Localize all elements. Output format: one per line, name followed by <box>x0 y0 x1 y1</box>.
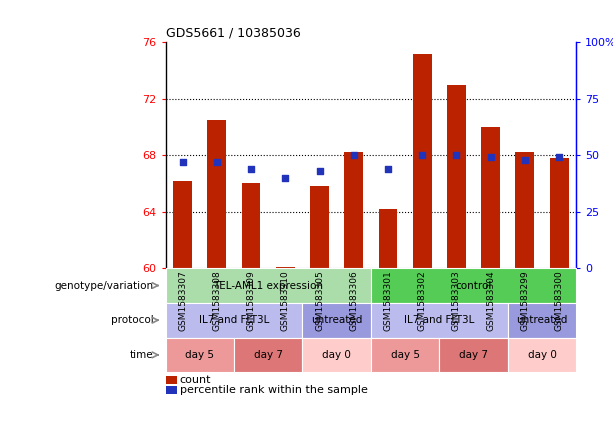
Point <box>246 165 256 172</box>
Point <box>212 159 222 165</box>
Bar <box>542 268 576 334</box>
Bar <box>371 268 576 303</box>
Point <box>280 174 290 181</box>
Text: GSM1583305: GSM1583305 <box>315 271 324 331</box>
Bar <box>166 268 200 334</box>
Bar <box>345 152 363 268</box>
Text: GSM1583303: GSM1583303 <box>452 271 461 331</box>
Bar <box>207 120 226 268</box>
Bar <box>276 267 295 268</box>
Text: GSM1583306: GSM1583306 <box>349 271 358 331</box>
Text: GSM1583310: GSM1583310 <box>281 271 290 331</box>
Text: percentile rank within the sample: percentile rank within the sample <box>180 385 367 395</box>
Text: day 7: day 7 <box>459 350 488 360</box>
Bar <box>440 338 508 372</box>
Text: count: count <box>180 375 211 385</box>
Bar <box>302 303 371 338</box>
Bar <box>481 127 500 268</box>
Bar <box>302 268 337 334</box>
Text: day 0: day 0 <box>528 350 557 360</box>
Text: time: time <box>129 350 153 360</box>
Text: TEL-AML1 expression: TEL-AML1 expression <box>213 280 323 291</box>
Bar <box>550 158 568 268</box>
Bar <box>166 386 177 394</box>
Bar <box>310 186 329 268</box>
Text: GSM1583299: GSM1583299 <box>520 271 530 331</box>
Bar <box>173 181 192 268</box>
Text: day 0: day 0 <box>322 350 351 360</box>
Bar <box>166 303 302 338</box>
Text: IL7 and FLT3L: IL7 and FLT3L <box>404 315 474 325</box>
Text: IL7 and FLT3L: IL7 and FLT3L <box>199 315 269 325</box>
Text: protocol: protocol <box>110 315 153 325</box>
Bar <box>508 268 542 334</box>
Bar <box>268 268 302 334</box>
Text: day 5: day 5 <box>185 350 214 360</box>
Bar <box>440 268 473 334</box>
Text: untreated: untreated <box>311 315 362 325</box>
Point <box>452 152 462 159</box>
Bar <box>516 152 535 268</box>
Text: untreated: untreated <box>516 315 568 325</box>
Bar <box>302 338 371 372</box>
Point <box>554 154 564 161</box>
Bar <box>337 268 371 334</box>
Point <box>349 152 359 159</box>
Bar <box>371 268 405 334</box>
Bar <box>508 303 576 338</box>
Point <box>314 168 324 174</box>
Text: GSM1583301: GSM1583301 <box>384 271 392 331</box>
Bar <box>371 338 440 372</box>
Bar <box>473 268 508 334</box>
Bar <box>234 268 268 334</box>
Bar <box>379 209 397 268</box>
Point <box>383 165 393 172</box>
Text: day 5: day 5 <box>390 350 419 360</box>
Text: GDS5661 / 10385036: GDS5661 / 10385036 <box>166 27 300 40</box>
Bar <box>371 303 508 338</box>
Text: GSM1583307: GSM1583307 <box>178 271 187 331</box>
Bar <box>413 54 432 268</box>
Bar <box>242 184 261 268</box>
Text: day 7: day 7 <box>254 350 283 360</box>
Point <box>178 159 188 165</box>
Point <box>417 152 427 159</box>
Text: genotype/variation: genotype/variation <box>54 280 153 291</box>
Point <box>485 154 495 161</box>
Text: GSM1583304: GSM1583304 <box>486 271 495 331</box>
Text: GSM1583309: GSM1583309 <box>246 271 256 331</box>
Bar <box>508 338 576 372</box>
Bar <box>166 268 371 303</box>
Bar <box>405 268 440 334</box>
Text: GSM1583302: GSM1583302 <box>417 271 427 331</box>
Bar <box>200 268 234 334</box>
Bar <box>447 85 466 268</box>
Point <box>520 157 530 163</box>
Text: GSM1583308: GSM1583308 <box>212 271 221 331</box>
Bar <box>234 338 302 372</box>
Bar <box>166 338 234 372</box>
Bar <box>166 376 177 384</box>
Text: GSM1583300: GSM1583300 <box>555 271 563 331</box>
Text: control: control <box>455 280 492 291</box>
